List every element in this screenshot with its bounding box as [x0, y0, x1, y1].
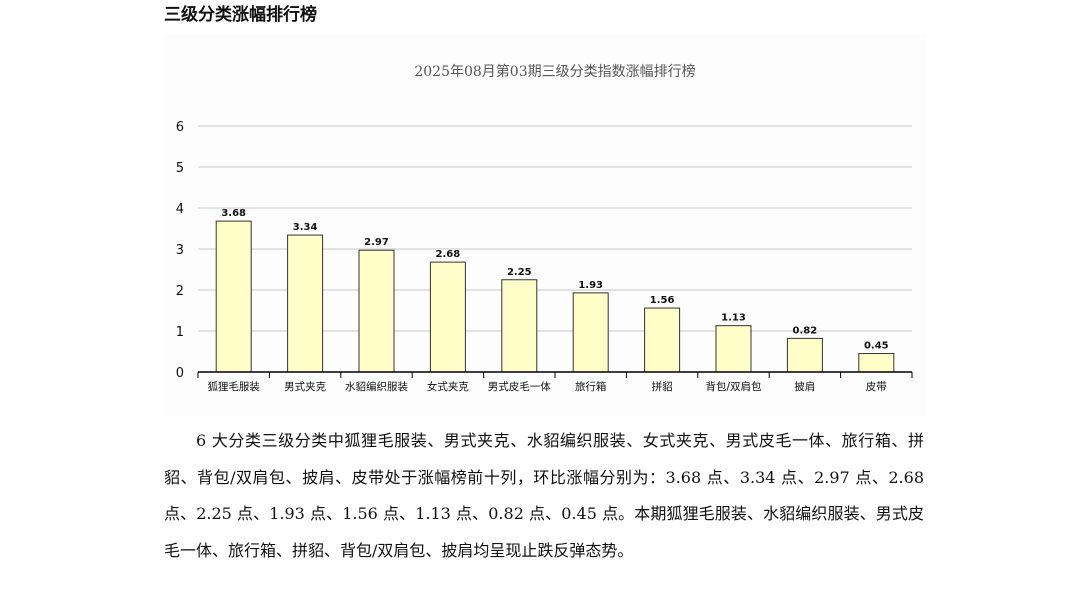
x-axis-ticks: 狐狸毛服装 男式夹克 水貂编织服装 女式夹克 男式皮毛一体 旅行箱 拼貂 背包/双肩包 披肩 皮带 — [197, 372, 913, 393]
x-tick-label: 男式皮毛一体 — [488, 380, 551, 393]
x-tick-label: 皮带 — [866, 380, 887, 393]
bar-value-label: 3.68 — [221, 208, 246, 219]
bars — [215, 220, 895, 373]
x-tick-label: 旅行箱 — [575, 380, 607, 393]
bar-value-label: 2.97 — [364, 237, 389, 248]
bar-value-label: 2.25 — [507, 267, 532, 278]
y-tick-label: 0 — [176, 366, 184, 381]
bar-value-label: 0.82 — [793, 325, 818, 336]
summary-paragraph: 6 大分类三级分类中狐狸毛服装、男式夹克、水貂编织服装、女式夹克、男式皮毛一体、… — [164, 431, 924, 560]
bar-value-label: 0.45 — [864, 341, 889, 352]
bar-value-label: 3.34 — [293, 222, 318, 233]
bar-value-label: 1.13 — [721, 313, 746, 324]
bar-value-label: 2.68 — [436, 249, 461, 260]
x-tick-label: 狐狸毛服装 — [207, 380, 260, 393]
bar — [215, 220, 252, 373]
x-tick-label: 女式夹克 — [427, 380, 469, 393]
chart-panel: 2025年08月第03期三级分类指数涨幅排行榜 0 1 2 3 4 5 6 3.68 3.34… — [164, 34, 926, 416]
y-tick-label: 1 — [176, 325, 184, 340]
x-tick-label: 披肩 — [794, 380, 815, 393]
value-labels: 3.68 3.34 2.97 2.68 2.25 1.93 1.56 1.13 0.82 0.45 — [221, 208, 888, 351]
y-tick-label: 3 — [176, 243, 184, 258]
bar — [501, 279, 538, 373]
x-tick-label: 拼貂 — [652, 380, 673, 393]
chart-title: 2025年08月第03期三级分类指数涨幅排行榜 — [414, 63, 695, 80]
x-tick-label: 背包/双肩包 — [705, 380, 762, 393]
bar-value-label: 1.93 — [578, 280, 603, 291]
bar — [287, 234, 324, 373]
y-axis-ticks: 0 1 2 3 4 5 6 — [176, 120, 184, 381]
y-tick-label: 4 — [176, 202, 184, 217]
section-title: 三级分类涨幅排行榜 — [164, 5, 317, 25]
bar — [786, 337, 823, 373]
bar-chart: 2025年08月第03期三级分类指数涨幅排行榜 0 1 2 3 4 5 6 3.68 3.34… — [176, 63, 913, 393]
x-tick-label: 水貂编织服装 — [345, 380, 408, 393]
bar — [858, 353, 895, 373]
bar-value-label: 1.56 — [650, 295, 675, 306]
y-tick-label: 5 — [176, 161, 184, 176]
bar — [358, 249, 395, 373]
bar — [715, 325, 752, 373]
bar — [644, 307, 681, 373]
y-tick-label: 6 — [176, 120, 184, 135]
x-tick-label: 男式夹克 — [284, 380, 326, 393]
bar — [429, 261, 466, 373]
bar — [572, 292, 609, 373]
y-tick-label: 2 — [176, 284, 184, 299]
